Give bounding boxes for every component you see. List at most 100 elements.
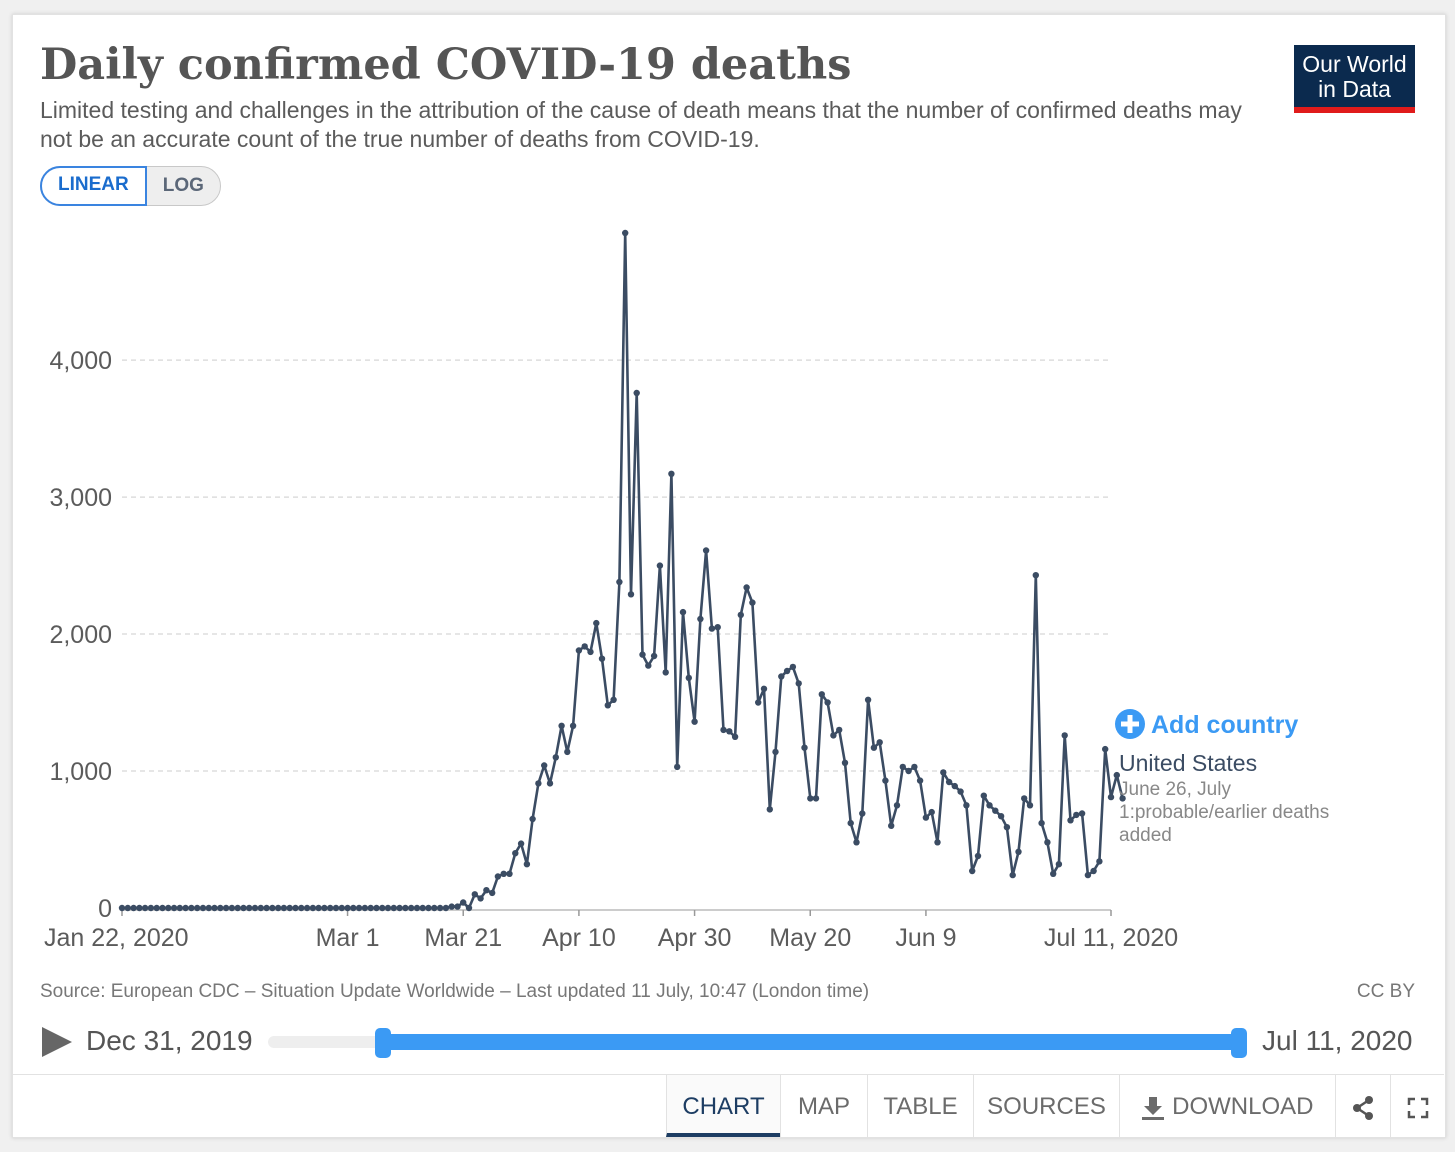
data-point xyxy=(760,685,768,692)
data-points xyxy=(118,229,1126,912)
data-point xyxy=(303,904,311,912)
data-point xyxy=(581,643,588,650)
data-point xyxy=(460,899,467,906)
data-point xyxy=(246,904,253,912)
x-axis: Jan 22, 2020 Mar 1 Mar 21 Apr 10 Apr 30 May 2… xyxy=(44,909,1178,952)
log-scale-button[interactable]: LOG xyxy=(162,175,204,196)
data-point xyxy=(309,904,317,912)
x-tick-label: Apr 10 xyxy=(542,924,616,952)
data-point xyxy=(471,891,478,898)
y-tick-label: 0 xyxy=(98,895,112,923)
data-point xyxy=(731,733,739,740)
license-link[interactable]: CC BY xyxy=(1356,981,1415,1002)
series-line-united-states xyxy=(122,231,1124,910)
data-point xyxy=(1090,867,1097,875)
data-point xyxy=(905,767,912,775)
data-point xyxy=(888,822,895,829)
data-point xyxy=(818,691,825,698)
data-point xyxy=(332,904,340,912)
data-point xyxy=(928,808,935,816)
data-point xyxy=(749,599,756,606)
data-point xyxy=(645,662,652,669)
data-point xyxy=(986,802,993,809)
data-point xyxy=(1038,819,1045,827)
x-tick-label: Mar 1 xyxy=(316,924,380,952)
timeline-start-label: Dec 31, 2019 xyxy=(86,1025,253,1056)
tab-map[interactable]: MAP xyxy=(780,1075,867,1137)
data-point xyxy=(610,696,617,703)
linear-scale-button[interactable]: LINEAR xyxy=(40,166,147,206)
add-country-button[interactable]: Add country xyxy=(1115,709,1298,739)
y-tick-label: 3,000 xyxy=(49,484,112,512)
source-note[interactable]: Source: European CDC – Situation Update … xyxy=(40,981,870,1002)
data-point xyxy=(569,722,577,729)
tab-chart[interactable]: CHART xyxy=(666,1075,780,1137)
play-icon[interactable] xyxy=(42,1027,72,1057)
fullscreen-button[interactable] xyxy=(1390,1075,1444,1137)
timeline-selected-range xyxy=(383,1034,1239,1050)
data-point xyxy=(801,744,808,751)
data-point xyxy=(494,873,502,880)
data-point xyxy=(685,674,692,682)
data-point xyxy=(153,904,160,912)
data-point xyxy=(662,669,669,676)
line-chart: 0 1,000 2,000 3,000 4,000 Jan 22, 2020 Mar 1 M… xyxy=(44,229,1329,952)
data-point xyxy=(298,904,305,912)
data-point xyxy=(616,578,623,586)
data-point xyxy=(778,673,785,680)
timeline-start-handle[interactable] xyxy=(375,1028,391,1058)
data-point xyxy=(251,904,259,912)
data-point xyxy=(477,895,484,902)
data-point xyxy=(772,748,779,756)
data-point xyxy=(766,806,773,813)
data-point xyxy=(812,795,820,802)
data-point xyxy=(529,815,536,823)
tab-download[interactable]: DOWNLOAD xyxy=(1119,1075,1335,1137)
data-point xyxy=(176,904,183,912)
data-point xyxy=(697,615,704,623)
y-tick-label: 2,000 xyxy=(49,621,112,649)
data-point xyxy=(448,903,455,910)
data-point xyxy=(182,904,189,912)
data-point xyxy=(355,904,363,912)
data-point xyxy=(997,813,1005,820)
data-point xyxy=(130,904,137,912)
owid-logo[interactable]: Our World in Data xyxy=(1294,45,1415,113)
data-point xyxy=(1084,871,1092,879)
data-point xyxy=(783,667,791,675)
series-label-name: United States xyxy=(1119,750,1257,776)
tab-sources[interactable]: SOURCES xyxy=(973,1075,1119,1137)
data-point xyxy=(714,624,721,631)
tab-table[interactable]: TABLE xyxy=(867,1075,973,1137)
data-point xyxy=(755,699,762,706)
data-point xyxy=(922,814,930,821)
data-point xyxy=(853,839,860,846)
data-point xyxy=(194,904,201,912)
data-point xyxy=(847,819,854,827)
timeline: Dec 31, 2019 Jul 11, 2020 xyxy=(0,1020,1455,1064)
data-point xyxy=(442,904,450,912)
data-point xyxy=(1020,795,1028,802)
data-point xyxy=(240,904,247,912)
data-point xyxy=(795,680,802,687)
timeline-end-handle[interactable] xyxy=(1231,1028,1247,1058)
series-label-note-2: 1:probable/earlier deaths xyxy=(1119,802,1329,823)
data-point xyxy=(506,870,513,877)
data-point xyxy=(338,904,345,912)
data-point xyxy=(1009,871,1016,879)
share-button[interactable] xyxy=(1335,1075,1390,1137)
y-tick-label: 4,000 xyxy=(49,347,112,375)
data-point xyxy=(413,904,421,912)
data-point xyxy=(957,788,964,795)
fullscreen-icon xyxy=(1407,1097,1428,1118)
data-point xyxy=(558,722,565,729)
data-point xyxy=(864,696,872,703)
data-point xyxy=(980,792,987,799)
data-point xyxy=(679,608,687,616)
logo-line-2: in Data xyxy=(1318,76,1391,102)
data-point xyxy=(402,904,409,912)
data-point xyxy=(691,718,698,725)
data-point xyxy=(1044,839,1051,846)
y-tick-label: 1,000 xyxy=(49,758,112,786)
data-point xyxy=(1119,795,1126,802)
